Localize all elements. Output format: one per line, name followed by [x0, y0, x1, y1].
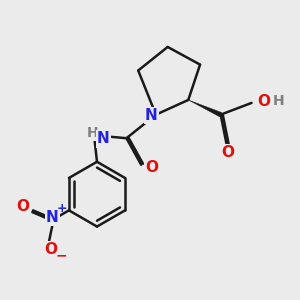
- Text: O: O: [221, 145, 235, 160]
- Polygon shape: [188, 100, 222, 117]
- Text: N: N: [46, 210, 58, 225]
- Text: O: O: [145, 160, 158, 175]
- Text: H: H: [273, 94, 284, 108]
- Text: N: N: [97, 131, 110, 146]
- Text: O: O: [16, 199, 29, 214]
- Text: O: O: [44, 242, 57, 257]
- Text: −: −: [56, 249, 68, 263]
- Text: O: O: [257, 94, 270, 109]
- Text: N: N: [145, 108, 158, 123]
- Text: H: H: [87, 126, 98, 140]
- Text: +: +: [57, 202, 67, 215]
